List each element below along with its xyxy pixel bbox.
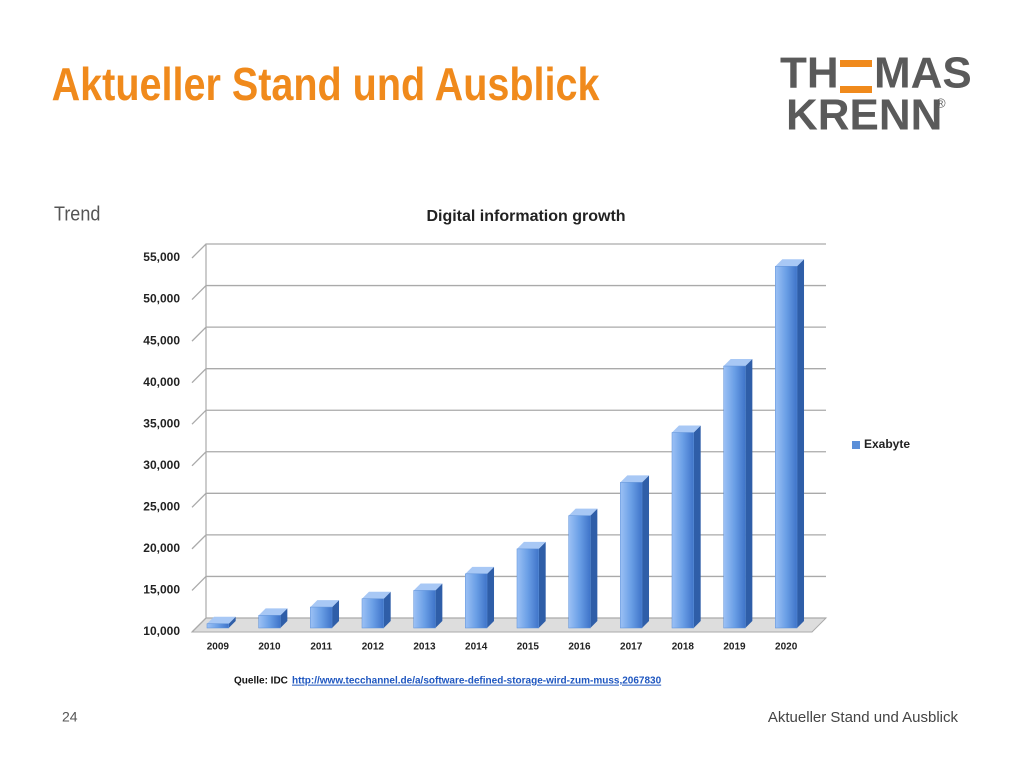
y-tick-label: 40,000 bbox=[143, 375, 180, 389]
bar-top bbox=[465, 566, 495, 574]
footer: Aktueller Stand und Ausblick bbox=[768, 709, 959, 726]
source-prefix: Quelle: IDC bbox=[234, 676, 288, 687]
bar-side bbox=[538, 541, 546, 628]
chart-title: Digital information growth bbox=[426, 208, 625, 225]
y-tick-label: 10,000 bbox=[143, 624, 180, 638]
y-tick-label: 55,000 bbox=[143, 250, 180, 264]
bar-side bbox=[435, 583, 443, 628]
x-tick-label: 2013 bbox=[413, 642, 436, 653]
grid-line bbox=[191, 575, 826, 591]
bar-top bbox=[310, 600, 340, 608]
logo-text: MAS bbox=[874, 49, 972, 98]
bar-top bbox=[671, 425, 701, 433]
y-tick-label: 35,000 bbox=[143, 416, 180, 430]
bar-front bbox=[361, 598, 384, 629]
bar-top bbox=[723, 359, 753, 367]
logo-mark: ® bbox=[936, 95, 946, 110]
legend-label: Exabyte bbox=[864, 437, 910, 451]
grid-line bbox=[191, 368, 826, 384]
bar-side bbox=[487, 566, 495, 628]
x-tick-label: 2011 bbox=[310, 642, 332, 653]
bar-front bbox=[258, 615, 281, 629]
grid-line bbox=[191, 284, 826, 301]
bar-front bbox=[310, 606, 333, 629]
y-tick-label: 50,000 bbox=[143, 292, 180, 306]
bar-side bbox=[228, 616, 236, 628]
x-tick-label: 2016 bbox=[568, 642, 591, 653]
bar-front bbox=[671, 432, 694, 629]
bar-side bbox=[590, 508, 598, 628]
bar bbox=[671, 425, 701, 629]
bar bbox=[620, 475, 650, 629]
bar-front bbox=[465, 573, 488, 629]
bar bbox=[258, 608, 288, 629]
bar bbox=[568, 508, 598, 629]
slide-title: Aktueller Stand und Ausblick bbox=[52, 59, 600, 110]
bar-side bbox=[280, 608, 288, 628]
y-tick-label: 45,000 bbox=[143, 333, 180, 347]
bar bbox=[413, 583, 443, 629]
grid-line bbox=[191, 409, 826, 425]
y-tick-label: 20,000 bbox=[143, 541, 180, 555]
grid-line bbox=[191, 451, 826, 467]
bar-side bbox=[693, 425, 701, 628]
section-label: Trend bbox=[54, 203, 100, 225]
logo-text: KRENN bbox=[786, 91, 942, 140]
bar-top bbox=[775, 259, 805, 267]
bar bbox=[775, 259, 805, 629]
x-tick-label: 2019 bbox=[723, 642, 746, 653]
bar-front bbox=[413, 590, 436, 629]
logo-text: TH bbox=[780, 49, 839, 98]
bar-front bbox=[620, 482, 643, 629]
bar-side bbox=[383, 591, 391, 628]
y-tick-label: 25,000 bbox=[143, 500, 180, 514]
bar bbox=[310, 600, 340, 629]
x-tick-label: 2009 bbox=[207, 642, 230, 653]
grid-line bbox=[191, 326, 826, 342]
x-tick-label: 2017 bbox=[620, 642, 643, 653]
bar-side bbox=[797, 259, 805, 628]
bar bbox=[516, 541, 546, 629]
bar-top bbox=[413, 583, 443, 591]
bar-top bbox=[568, 508, 598, 516]
bar-side bbox=[642, 475, 650, 628]
bar-side bbox=[332, 600, 340, 628]
logo-bar bbox=[840, 60, 872, 67]
bar-front bbox=[206, 623, 229, 629]
x-tick-label: 2020 bbox=[775, 642, 798, 653]
logo: TH MAS KRENN ® bbox=[780, 49, 972, 140]
bar-top bbox=[258, 608, 288, 616]
x-tick-label: 2018 bbox=[672, 642, 695, 653]
bar bbox=[723, 359, 753, 629]
bar-front bbox=[723, 365, 746, 629]
bar-front bbox=[568, 515, 591, 629]
bar bbox=[206, 616, 236, 629]
page-number: 24 bbox=[62, 709, 78, 725]
bar-front bbox=[516, 548, 539, 629]
y-tick-label: 15,000 bbox=[143, 583, 180, 597]
bar-top bbox=[516, 541, 546, 549]
grid-line bbox=[191, 534, 826, 550]
logo-bar bbox=[840, 86, 872, 93]
bar-top bbox=[206, 616, 236, 624]
y-tick-label: 30,000 bbox=[143, 458, 180, 472]
bar bbox=[465, 566, 495, 629]
grid-line bbox=[191, 617, 826, 633]
bar-top bbox=[620, 475, 650, 483]
x-tick-label: 2012 bbox=[362, 642, 385, 653]
legend-swatch bbox=[852, 441, 860, 449]
bar-side bbox=[745, 359, 753, 628]
grid-line bbox=[191, 492, 826, 508]
grid-line bbox=[191, 243, 826, 259]
source-link[interactable]: http://www.tecchannel.de/a/software-defi… bbox=[292, 676, 662, 687]
bar-front bbox=[775, 266, 798, 629]
x-tick-label: 2014 bbox=[465, 642, 488, 653]
bar bbox=[361, 591, 391, 629]
x-tick-label: 2010 bbox=[258, 642, 281, 653]
x-tick-label: 2015 bbox=[517, 642, 540, 653]
bar-top bbox=[361, 591, 391, 599]
